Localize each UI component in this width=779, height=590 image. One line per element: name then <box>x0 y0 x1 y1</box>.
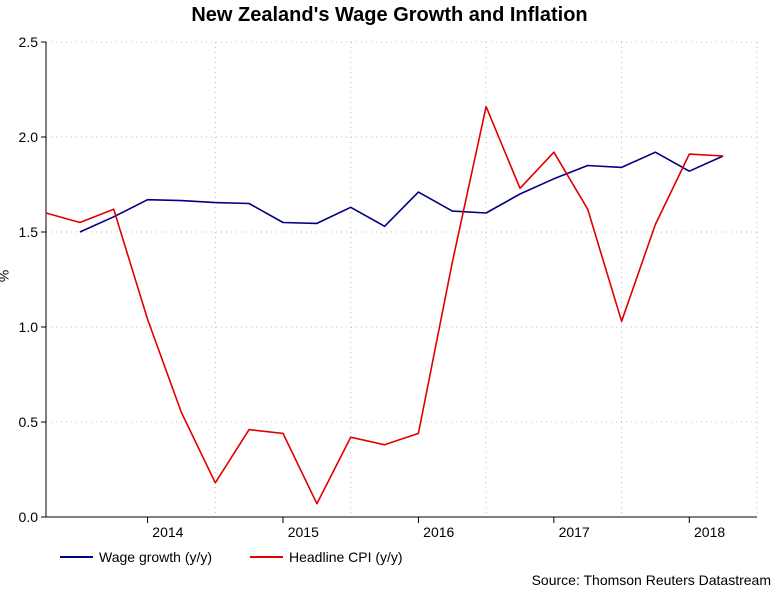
x-tick-label: 2015 <box>288 524 319 540</box>
legend-item-wage-growth: Wage growth (y/y) <box>60 549 212 565</box>
y-tick-label: 2.5 <box>19 34 39 50</box>
legend-swatch-headline-cpi <box>250 556 283 558</box>
legend-item-headline-cpi: Headline CPI (y/y) <box>250 549 403 565</box>
axes <box>45 42 757 518</box>
source-note: Source: Thomson Reuters Datastream <box>531 572 771 588</box>
legend-label-wage-growth: Wage growth (y/y) <box>99 549 213 565</box>
y-tick-label: 0.5 <box>19 414 39 430</box>
x-tick-label: 2016 <box>423 524 454 540</box>
y-tick-label: 1.0 <box>19 319 39 335</box>
y-tick-label: 2.0 <box>19 129 39 145</box>
x-tick-label: 2018 <box>694 524 725 540</box>
x-tick-labels: 2014 2015 2016 2017 2018 <box>147 517 725 540</box>
chart-title: New Zealand's Wage Growth and Inflation <box>191 4 588 26</box>
legend-swatch-wage-growth <box>60 556 93 558</box>
series-lines <box>45 105 724 505</box>
headline-cpi-line <box>45 105 724 505</box>
grid-lines <box>46 41 758 517</box>
legend-label-headline-cpi: Headline CPI (y/y) <box>289 549 403 565</box>
x-tick-label: 2017 <box>559 524 590 540</box>
x-tick-label: 2014 <box>152 524 183 540</box>
y-tick-label: 1.5 <box>19 224 39 240</box>
wage-growth-line <box>79 151 724 233</box>
line-chart: 0.0 0.5 1.0 1.5 2.0 2.5 2014 2015 2016 2017 2018 <box>19 34 758 540</box>
y-tick-labels: 0.0 0.5 1.0 1.5 2.0 2.5 <box>19 34 46 525</box>
y-tick-label: 0.0 <box>19 509 39 525</box>
